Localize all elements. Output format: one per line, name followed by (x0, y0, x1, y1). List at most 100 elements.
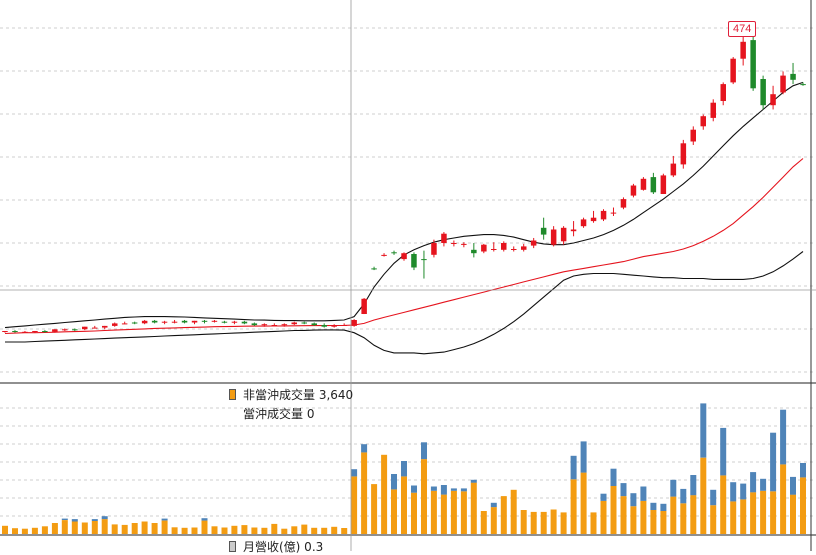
volume-bar-daytrade (660, 503, 667, 511)
candle-body (481, 244, 487, 252)
volume-bar-daytrade (760, 478, 767, 491)
volume-bar-non-daytrade (640, 500, 647, 534)
volume-bar-daytrade (580, 441, 587, 473)
volume-bar-non-daytrade (51, 523, 58, 534)
candle-body (22, 331, 28, 333)
volume-bar-non-daytrade (780, 464, 787, 534)
volume-bar-non-daytrade (790, 494, 796, 534)
candle-body (750, 40, 756, 89)
candle-body (441, 233, 447, 243)
volume-bar-non-daytrade (730, 501, 737, 534)
candle-body (131, 322, 138, 324)
volume-bar-non-daytrade (381, 454, 388, 534)
volume-bar-daytrade (790, 476, 796, 495)
volume-bar-daytrade (650, 502, 657, 510)
candle-body (760, 79, 766, 106)
candle-body (770, 94, 776, 106)
volume-bar-non-daytrade (590, 512, 597, 534)
volume-bar-daytrade (470, 479, 477, 483)
volume-bar-daytrade (101, 516, 108, 520)
candle-body (121, 323, 128, 325)
legend-label-monthly-revenue: 月營收(億) 0.3 (243, 540, 324, 554)
volume-bar-non-daytrade (560, 512, 567, 534)
candle-body (201, 320, 208, 322)
volume-bar-daytrade (430, 486, 437, 491)
candle-body (321, 325, 327, 327)
candle-body (301, 322, 307, 324)
volume-bar-non-daytrade (91, 521, 98, 534)
volume-bar-daytrade (690, 475, 697, 496)
candle-body (92, 327, 98, 329)
candle-body (580, 219, 587, 227)
volume-bar-daytrade (411, 485, 417, 493)
volume-bar-non-daytrade (440, 494, 447, 534)
volume-bar-non-daytrade (630, 506, 637, 534)
volume-bar-non-daytrade (411, 492, 417, 534)
volume-bar-non-daytrade (361, 452, 368, 534)
volume-bar-non-daytrade (720, 475, 727, 534)
volume-bar-non-daytrade (430, 490, 437, 534)
volume-bar-non-daytrade (21, 528, 28, 534)
candle-body (401, 253, 407, 260)
volume-bar-daytrade (71, 519, 78, 522)
candle-body (600, 210, 607, 220)
candle-body (491, 249, 497, 250)
volume-bar-non-daytrade (530, 511, 537, 534)
volume-bar-non-daytrade (421, 459, 427, 534)
volume-bar-non-daytrade (191, 527, 198, 534)
volume-bar-non-daytrade (540, 511, 547, 534)
volume-bar-non-daytrade (650, 510, 657, 534)
candle-body (161, 321, 168, 323)
legend-daytrade-volume: 當沖成交量 0 (229, 405, 314, 422)
candle-body (630, 185, 637, 196)
volume-bar-non-daytrade (321, 527, 328, 534)
volume-bar-non-daytrade (500, 496, 507, 534)
volume-bar-non-daytrade (680, 503, 687, 534)
volume-bar-non-daytrade (670, 496, 677, 534)
volume-bar-non-daytrade (331, 526, 338, 534)
price-panel (2, 29, 806, 355)
volume-bar-daytrade (720, 427, 727, 476)
candle-body (112, 323, 118, 326)
volume-bar-daytrade (440, 485, 447, 495)
volume-bar-non-daytrade (740, 499, 747, 534)
candle-body (141, 320, 148, 324)
volume-bar-non-daytrade (161, 520, 168, 534)
candle-body (740, 41, 746, 59)
candle-body (700, 116, 706, 127)
volume-bar-daytrade (421, 442, 427, 460)
volume-bar-non-daytrade (700, 457, 707, 534)
volume-bar-non-daytrade (121, 524, 128, 534)
volume-bar-daytrade (600, 493, 607, 501)
volume-bar-non-daytrade (61, 520, 68, 534)
candle-body (231, 321, 238, 323)
candle-body (221, 321, 228, 323)
candle-body (42, 331, 48, 332)
volume-bar-non-daytrade (171, 527, 178, 534)
volume-bar-daytrade (161, 518, 168, 521)
candle-body (411, 254, 417, 268)
volume-bar-non-daytrade (151, 523, 158, 534)
volume-bar-non-daytrade (181, 527, 188, 534)
volume-bar-daytrade (780, 409, 787, 465)
volume-bar-daytrade (201, 518, 208, 521)
candle-body (241, 321, 248, 324)
volume-bar-daytrade (770, 432, 777, 492)
volume-bar-non-daytrade (71, 521, 78, 534)
candle-body (471, 249, 477, 254)
volume-bar-non-daytrade (131, 523, 138, 534)
candle-body (650, 177, 657, 193)
candle-body (361, 298, 367, 314)
grid-lines (0, 27, 816, 517)
volume-bar-non-daytrade (600, 500, 607, 534)
candle-body (610, 212, 617, 214)
candle-body (341, 325, 347, 326)
candle-body (421, 259, 427, 261)
volume-bar-non-daytrade (261, 527, 268, 534)
volume-bar-non-daytrade (690, 495, 697, 534)
candle-body (72, 329, 78, 331)
volume-bar-daytrade (710, 489, 717, 506)
legend-swatch-gray (229, 541, 236, 552)
